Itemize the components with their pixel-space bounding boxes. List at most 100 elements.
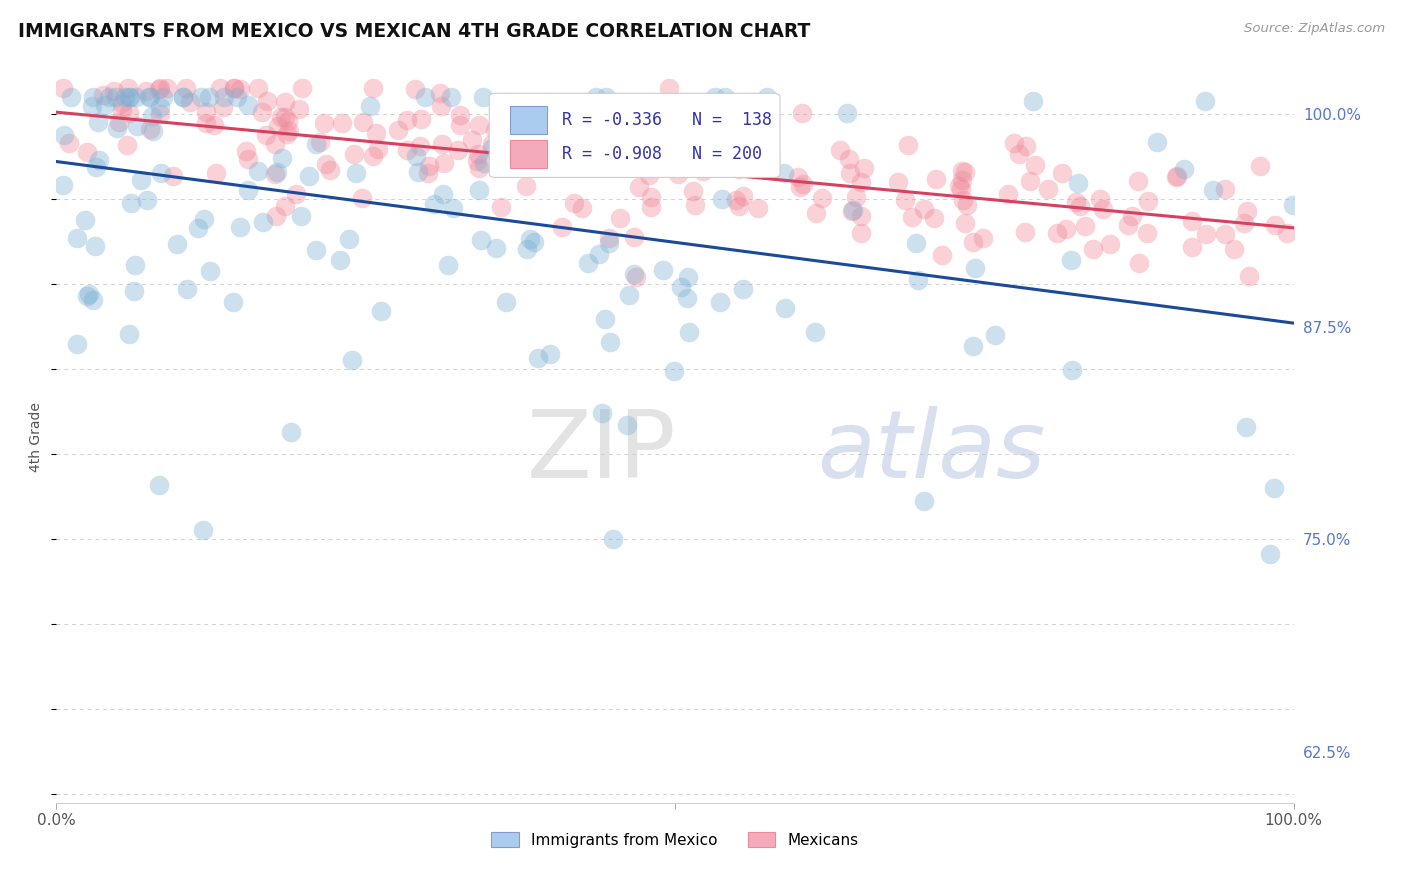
Point (540, 125, 562, 139)
Point (678, 326, 700, 340)
Point (117, 106, 139, 120)
Point (914, 202, 936, 216)
Point (925, 172, 948, 186)
Point (266, 165, 288, 179)
Point (195, 115, 218, 129)
Text: Source: ZipAtlas.com: Source: ZipAtlas.com (1244, 22, 1385, 36)
Point (1116, 218, 1139, 232)
Point (495, 295, 517, 310)
Point (404, 82, 426, 96)
Point (141, 109, 163, 123)
Point (1264, 219, 1286, 233)
Point (849, 175, 872, 189)
Point (588, 247, 610, 261)
Point (662, 114, 685, 128)
Point (1083, 242, 1105, 256)
Point (87, 114, 110, 128)
Point (367, 142, 389, 156)
Point (953, 216, 976, 230)
Point (236, 152, 259, 166)
Point (344, 166, 367, 180)
Point (441, 202, 464, 216)
Point (66, 336, 89, 351)
Point (515, 179, 537, 194)
Point (208, 81, 231, 95)
Point (1281, 198, 1303, 212)
Point (263, 167, 285, 181)
Point (350, 191, 373, 205)
Point (683, 198, 706, 212)
FancyBboxPatch shape (510, 140, 547, 168)
Point (922, 211, 945, 225)
Point (193, 212, 215, 227)
Point (58, 136, 80, 151)
Point (731, 189, 754, 203)
Point (150, 166, 173, 180)
Point (1050, 166, 1073, 180)
Point (623, 267, 645, 281)
Point (984, 328, 1007, 343)
Point (495, 152, 517, 166)
Point (93, 88, 115, 103)
Point (120, 195, 142, 210)
Point (352, 115, 374, 129)
Point (229, 220, 252, 235)
Point (194, 105, 217, 120)
Point (997, 187, 1019, 202)
Point (298, 169, 321, 183)
Point (1263, 481, 1285, 495)
Point (623, 230, 645, 244)
Point (93, 98, 115, 112)
Point (1194, 94, 1216, 108)
Point (851, 226, 873, 240)
Point (364, 126, 387, 140)
Point (1213, 227, 1236, 242)
Point (211, 100, 233, 114)
Point (955, 165, 977, 179)
Point (811, 191, 834, 205)
Point (1038, 182, 1060, 196)
Point (828, 143, 851, 157)
Text: IMMIGRANTS FROM MEXICO VS MEXICAN 4TH GRADE CORRELATION CHART: IMMIGRANTS FROM MEXICO VS MEXICAN 4TH GR… (18, 22, 811, 41)
Point (449, 118, 471, 132)
Point (226, 90, 249, 104)
Point (309, 136, 332, 150)
Point (1002, 136, 1025, 151)
Point (118, 326, 141, 341)
Point (692, 164, 714, 178)
Point (156, 81, 179, 95)
Point (280, 425, 302, 439)
Point (1215, 182, 1237, 196)
Point (432, 186, 454, 201)
Point (585, 90, 607, 104)
Point (731, 124, 754, 138)
Point (149, 107, 172, 121)
Point (271, 152, 294, 166)
Point (359, 99, 381, 113)
Point (149, 99, 172, 113)
Point (409, 139, 432, 153)
Point (773, 166, 796, 180)
Point (264, 136, 287, 151)
Point (948, 179, 970, 194)
Point (1202, 183, 1225, 197)
Point (624, 270, 647, 285)
Point (278, 123, 301, 137)
Point (1136, 226, 1159, 240)
Point (725, 193, 748, 207)
Point (252, 215, 274, 229)
Point (595, 90, 617, 104)
Point (235, 144, 257, 158)
Point (894, 193, 917, 207)
Point (738, 119, 761, 133)
Point (907, 273, 929, 287)
Point (274, 199, 297, 213)
Point (1126, 174, 1149, 188)
Point (191, 523, 214, 537)
Point (406, 165, 429, 179)
Point (1136, 194, 1159, 209)
Point (80, 98, 103, 112)
Point (759, 153, 782, 167)
Point (1014, 225, 1036, 239)
Point (616, 126, 638, 140)
